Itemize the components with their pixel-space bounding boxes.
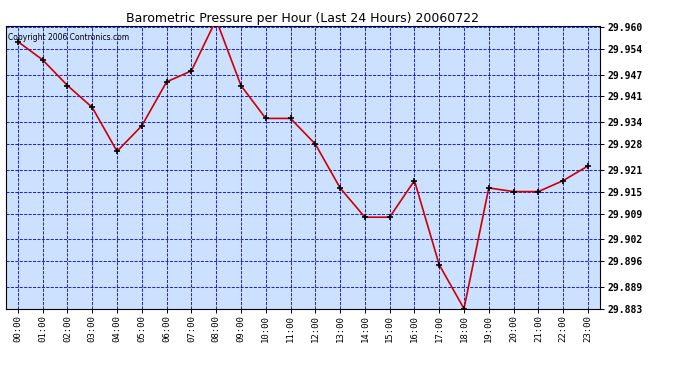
Text: Copyright 2006 Contronics.com: Copyright 2006 Contronics.com <box>8 33 130 42</box>
Title: Barometric Pressure per Hour (Last 24 Hours) 20060722: Barometric Pressure per Hour (Last 24 Ho… <box>126 12 480 25</box>
